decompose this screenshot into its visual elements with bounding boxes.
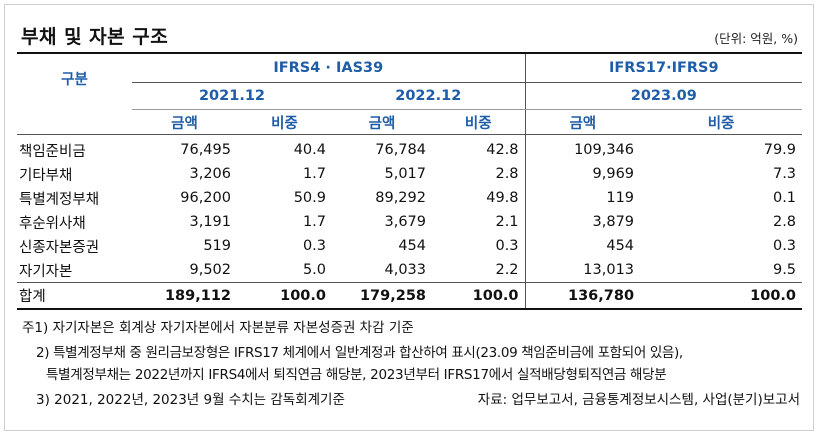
cell: 0.3	[772, 238, 797, 254]
cell: 519	[203, 238, 231, 254]
table-row: 신종자본증권 519 0.3 454 0.3 454 0.3	[17, 234, 802, 258]
cell: 40.4	[293, 142, 326, 158]
row-header: 구분	[17, 52, 132, 135]
cell: 5.0	[302, 262, 326, 278]
cell: 1.7	[302, 214, 326, 230]
cell: 9.5	[772, 262, 797, 278]
table-row: 자기자본 9,502 5.0 4,033 2.2 13,013 9.5	[17, 258, 802, 283]
cell: 3,191	[189, 214, 231, 230]
row-label: 자기자본	[19, 263, 73, 280]
cell: 2.2	[495, 262, 519, 278]
cell: 50.9	[293, 190, 326, 206]
col-amount: 금액	[132, 109, 237, 135]
cell: 5,017	[384, 166, 426, 182]
col-ratio: 비중	[432, 109, 526, 135]
page-title: 부채 및 자본 구조	[21, 26, 169, 48]
total-row: 합계 189,112 100.0 179,258 100.0 136,780 1…	[17, 282, 803, 310]
cell: 9,969	[524, 162, 641, 186]
cell: 3,879	[524, 210, 641, 234]
cell: 100.0	[432, 282, 526, 310]
cell: 3,206	[189, 166, 231, 182]
cell: 0.3	[302, 238, 326, 254]
cell: 2.8	[495, 166, 519, 182]
cell: 100.0	[640, 282, 803, 310]
row-label: 책임준비금	[19, 143, 86, 160]
debt-equity-table: 구분 IFRS4 · IAS39 IFRS17·IFRS9 2021.12 20…	[17, 52, 803, 310]
cell: 119	[524, 186, 641, 210]
cell: 3,679	[384, 214, 426, 230]
cell: 136,780	[524, 282, 641, 310]
footnote-2-cont: 특별계정부채는 2022년까지 IFRS4에서 퇴직연금 해당분, 2023년부…	[46, 367, 667, 383]
cell: 454	[524, 234, 641, 258]
col-ratio: 비중	[640, 109, 803, 135]
cell: 109,346	[524, 134, 641, 162]
cell: 79.9	[763, 142, 797, 158]
cell: 189,112	[132, 282, 237, 310]
cell: 100.0	[237, 282, 332, 310]
cell: 2.1	[495, 214, 519, 230]
group-header-ifrs4: IFRS4 · IAS39	[132, 52, 526, 83]
cell: 89,292	[375, 190, 426, 206]
table-row: 특별계정부채 96,200 50.9 89,292 49.8 119 0.1	[17, 186, 802, 210]
row-label: 특별계정부채	[19, 191, 100, 208]
table-row: 기타부채 3,206 1.7 5,017 2.8 9,969 7.3	[17, 162, 802, 186]
col-amount: 금액	[332, 109, 432, 135]
cell: 96,200	[180, 190, 231, 206]
row-label: 신종자본증권	[19, 239, 100, 256]
group-header-ifrs17: IFRS17·IFRS9	[524, 52, 803, 83]
col-ratio: 비중	[237, 109, 332, 135]
cell: 76,495	[180, 142, 231, 158]
row-label: 후순위사채	[19, 215, 86, 232]
cell: 0.3	[495, 238, 519, 254]
cell: 454	[398, 238, 426, 254]
row-label: 기타부채	[19, 167, 73, 184]
source-note: 자료: 업무보고서, 금융통계정보시스템, 사업(분기)보고서	[477, 392, 800, 408]
cell: 2.8	[772, 214, 797, 230]
unit-label: (단위: 억원, %)	[714, 31, 798, 46]
year-header-2022: 2022.12	[332, 82, 526, 110]
cell: 0.1	[772, 190, 797, 206]
col-amount: 금액	[524, 109, 641, 135]
cell: 42.8	[486, 142, 519, 158]
table-row: 책임준비금 76,495 40.4 76,784 42.8 109,346 79…	[17, 134, 802, 162]
cell: 76,784	[375, 142, 426, 158]
cell: 4,033	[384, 262, 426, 278]
table-row: 후순위사채 3,191 1.7 3,679 2.1 3,879 2.8	[17, 210, 802, 234]
cell: 13,013	[524, 258, 641, 283]
footnote-1: 주1) 자기자본은 회계상 자기자본에서 자본분류 자본성증권 차감 기준	[22, 320, 414, 336]
footnote-3: 3) 2021, 2022년, 2023년 9월 수치는 감독회계기준	[36, 392, 345, 408]
year-header-2023: 2023.09	[524, 82, 803, 110]
year-header-2021: 2021.12	[132, 82, 332, 110]
row-label: 합계	[17, 282, 132, 310]
cell: 179,258	[332, 282, 432, 310]
cell: 7.3	[772, 166, 797, 182]
cell: 9,502	[189, 262, 231, 278]
cell: 1.7	[302, 166, 326, 182]
footnote-2: 2) 특별계정부채 중 원리금보장형은 IFRS17 체계에서 일반계정과 합산…	[36, 345, 683, 361]
cell: 49.8	[486, 190, 519, 206]
